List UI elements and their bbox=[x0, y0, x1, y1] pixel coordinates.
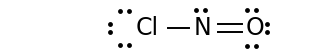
Text: O: O bbox=[246, 16, 264, 40]
Text: Cl: Cl bbox=[136, 16, 159, 40]
Text: N: N bbox=[194, 16, 212, 40]
